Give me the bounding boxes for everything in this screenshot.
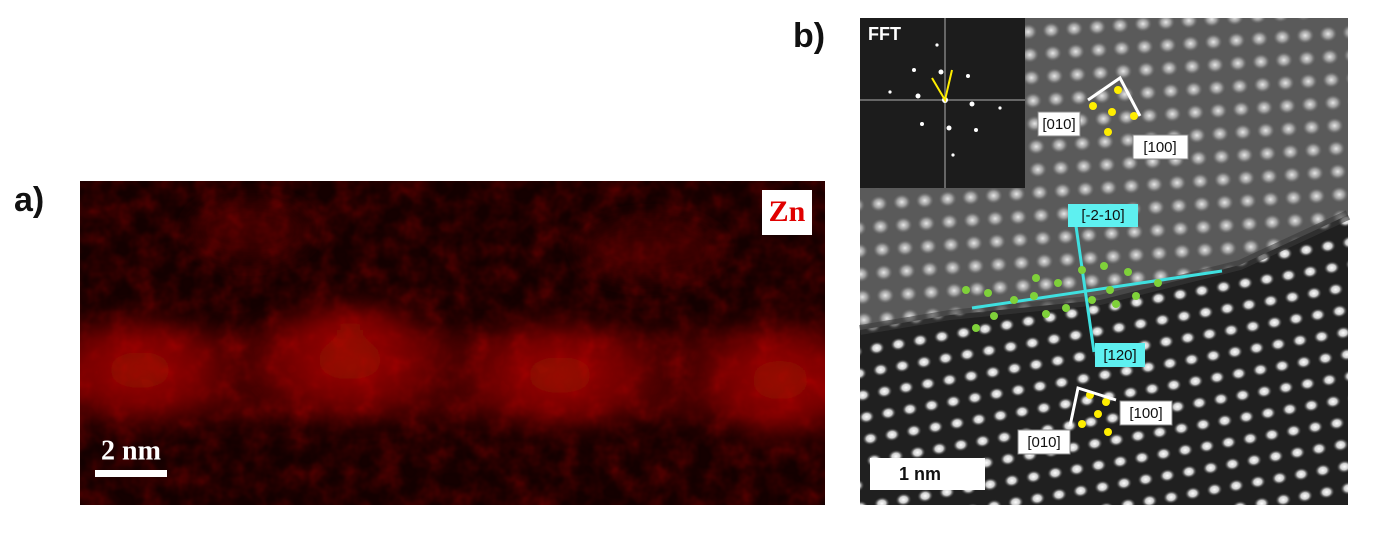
inset-label: FFT xyxy=(868,24,901,44)
direction-label: [010] xyxy=(1042,116,1075,133)
element-badge xyxy=(762,190,812,235)
atom-markers xyxy=(962,262,1162,332)
label-box xyxy=(1017,429,1071,455)
label-box xyxy=(1095,343,1145,367)
direction-label: [100] xyxy=(1129,405,1162,422)
element-label: Zn xyxy=(769,195,806,228)
scale-bar-label: 2 nm xyxy=(101,435,161,466)
label-box xyxy=(1119,400,1173,426)
fft-inset: FFT xyxy=(860,18,1025,188)
direction-label: [100] xyxy=(1143,139,1176,156)
eds-map xyxy=(80,181,825,505)
label-box xyxy=(1068,204,1138,227)
direction-label: [010] xyxy=(1027,434,1060,451)
label-box xyxy=(1037,111,1081,137)
direction-label: [120] xyxy=(1103,347,1136,364)
scale-bar xyxy=(870,458,985,490)
direction-label: [-2-10] xyxy=(1081,207,1124,224)
label-box xyxy=(1132,134,1189,160)
scale-bar-label: 1 nm xyxy=(899,464,941,484)
direction-arrows xyxy=(1068,75,1142,427)
panel-label: a) xyxy=(14,181,44,219)
scale-bar xyxy=(95,470,167,477)
panel-label: b) xyxy=(793,17,825,55)
